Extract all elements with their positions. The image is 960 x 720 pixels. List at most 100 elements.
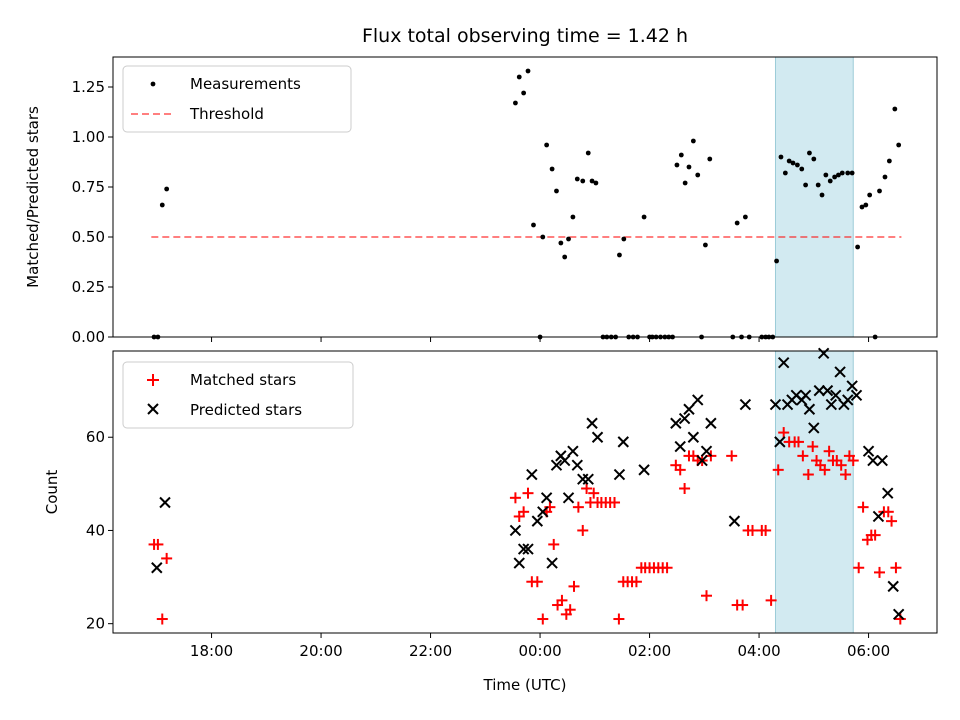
predicted-point [769,398,782,411]
measurement-point [674,162,680,168]
predicted-point [777,356,790,369]
predicted-point [803,403,816,415]
matched-point [737,599,749,611]
measurement-point [690,138,696,144]
matched-point [882,506,894,518]
measurement-point [855,244,861,250]
matched-point [568,580,580,592]
measurement-point [513,100,518,106]
matched-point [778,427,790,439]
bottom-x-ticks: 18:00 20:00 22:00 00:00 02:00 04:00 06:00 [190,633,890,660]
matched-point [518,506,530,518]
matched-point [556,594,568,606]
predicted-point [728,515,741,527]
top-legend: Measurements Threshold [122,65,352,133]
matched-point [564,604,576,616]
matched-point [765,594,777,606]
measurement-point [892,106,898,112]
predicted-point [867,454,879,467]
matched-point [537,613,549,625]
matched-point [857,501,869,513]
measurement-point [531,222,536,228]
measurement-point [849,170,855,176]
matched-point [630,576,642,588]
legend-threshold-label: Threshold [189,105,264,123]
matched-point [156,613,168,625]
measurement-point [815,182,821,188]
measurement-point [823,172,829,178]
matched-point [847,455,859,467]
predicted-point [558,454,571,467]
predicted-point [678,412,691,425]
measurement-point [807,150,812,156]
matched-point [772,464,784,476]
bottom-shaded-span [774,350,854,634]
measurement-point [859,204,865,210]
matched-point [522,487,534,499]
matched-point [792,436,804,448]
measurement-point [574,176,580,182]
measurement-point [695,172,701,178]
measurement-point [799,166,805,172]
top-axes-frame [112,56,938,338]
measurement-point [803,182,808,188]
matched-point [679,483,691,495]
measurement-point [742,214,748,220]
measurement-point [159,202,165,208]
matched-point [613,613,625,625]
matched-point [760,524,772,536]
matched-point [797,450,809,462]
measurement-point [836,172,841,178]
matched-point [572,501,584,513]
measurement-point [811,156,817,162]
predicted-point [151,562,163,574]
measurement-point [845,170,851,176]
measurement-point [558,240,564,246]
measurement-point [621,236,627,242]
matched-point [869,529,881,541]
x-tick-label: 06:00 [847,642,890,660]
predicted-point [808,422,820,434]
matched-point [807,441,819,453]
measurement-point [641,214,647,220]
bottom-y-tick-label: 20 [86,615,105,633]
predicted-point [582,473,594,485]
measurement-point [863,202,869,208]
matched-point [835,459,847,471]
measurement-point [734,220,740,226]
measurement-points [151,68,902,340]
measurement-point [794,162,800,168]
predicted-point [705,417,717,429]
matched-point [661,562,673,574]
top-y-tick-label: 0.75 [72,178,105,196]
top-y-ticks: 0.00 0.25 0.50 0.75 1.00 1.25 [72,78,113,346]
predicted-points [151,347,905,621]
measurement-point [593,180,599,186]
matched-point [531,576,543,588]
matched-points [148,427,906,625]
bottom-y-tick-label: 60 [86,428,105,446]
x-tick-label: 20:00 [299,642,342,660]
measurement-point [707,156,713,162]
measurement-point [827,178,833,184]
matched-point [588,487,600,499]
predicted-point [670,417,682,429]
predicted-point [571,459,583,471]
measurement-point [832,174,838,180]
legend-predicted-label: Predicted stars [190,401,302,419]
matched-point [853,562,865,574]
legend-measurements-marker [150,81,156,87]
legend-matched-label: Matched stars [190,371,296,389]
predicted-point [537,506,549,518]
measurement-point [819,192,825,198]
top-y-tick-label: 0.25 [72,278,105,296]
predicted-point [872,510,885,523]
matched-point [577,524,589,536]
matched-point [802,469,814,481]
bottom-legend-box [122,361,354,429]
predicted-point [540,492,553,504]
predicted-point [509,524,522,537]
predicted-point [577,473,589,485]
predicted-point [513,557,525,569]
